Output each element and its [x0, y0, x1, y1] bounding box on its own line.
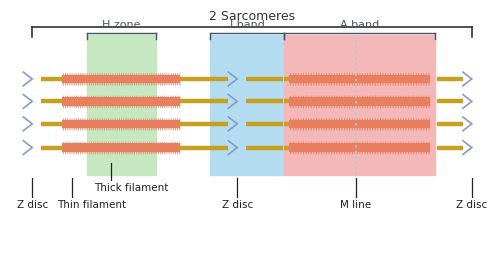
Text: Thin filament: Thin filament [57, 200, 126, 210]
Text: Z disc: Z disc [222, 200, 253, 210]
Bar [87, 35, 156, 175]
Text: H zone: H zone [102, 20, 140, 30]
Text: Thick filament: Thick filament [94, 183, 168, 192]
Text: Z disc: Z disc [17, 200, 48, 210]
Text: A band: A band [340, 20, 380, 30]
Text: 2 Sarcomeres: 2 Sarcomeres [209, 10, 295, 23]
Text: M line: M line [340, 200, 371, 210]
Bar [284, 35, 435, 175]
Text: Z disc: Z disc [456, 200, 487, 210]
Bar [210, 35, 284, 175]
Text: I band: I band [230, 20, 265, 30]
